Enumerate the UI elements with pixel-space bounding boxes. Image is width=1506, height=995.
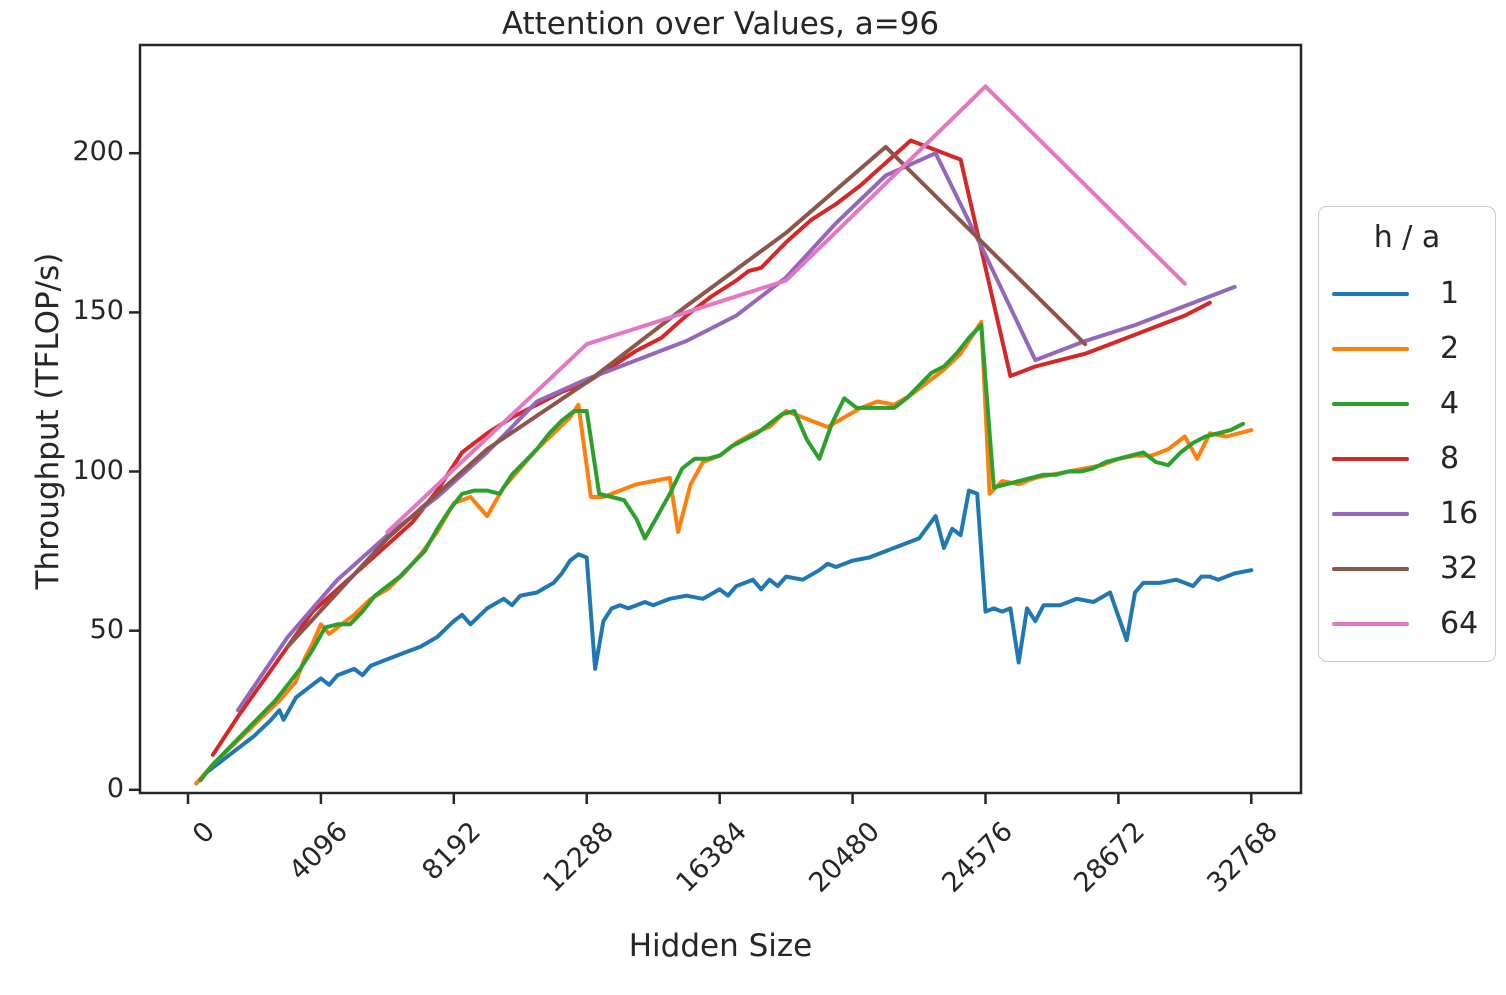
legend-line-sample [1332, 456, 1409, 461]
legend-line-sample [1332, 621, 1409, 626]
legend-entry-label: 8 [1440, 441, 1460, 476]
series-line-1 [194, 488, 1254, 786]
legend-entry-1: 1 [1319, 266, 1495, 321]
legend-entry-16: 16 [1319, 486, 1495, 541]
series-line-64 [385, 84, 1187, 534]
legend-entry-label: 2 [1440, 331, 1460, 366]
y-tick-label: 150 [72, 295, 124, 327]
series-line-16 [235, 151, 1237, 713]
legend-line-sample [1332, 401, 1409, 406]
legend-box: h / a 1 2 4 8 16 32 64 [1318, 206, 1496, 662]
legend-entry-label: 4 [1440, 386, 1460, 421]
legend-entry-label: 16 [1440, 496, 1479, 531]
y-tick-label: 200 [72, 136, 124, 168]
legend-line-sample [1332, 346, 1409, 351]
y-tick-label: 100 [72, 454, 124, 486]
legend-line-sample [1332, 511, 1409, 516]
legend-entry-label: 32 [1440, 551, 1479, 586]
legend-entry-2: 2 [1319, 321, 1495, 376]
legend-entry-4: 4 [1319, 376, 1495, 431]
legend-entry-32: 32 [1319, 541, 1495, 596]
legend-entries: 1 2 4 8 16 32 64 [1319, 266, 1495, 651]
y-tick-label: 50 [89, 613, 124, 645]
chart-title: Attention over Values, a=96 [501, 6, 940, 42]
legend-title: h / a [1373, 220, 1441, 255]
series-line-2 [194, 319, 1254, 786]
series-line-8 [210, 138, 1212, 757]
plot-frame [138, 43, 1303, 795]
legend-entry-label: 64 [1440, 606, 1479, 641]
y-axis-label: Throughput (TFLOP/s) [30, 252, 66, 590]
legend-entry-label: 1 [1440, 276, 1460, 311]
series-line-4 [198, 323, 1245, 783]
legend-line-sample [1332, 291, 1409, 296]
y-tick-label: 0 [106, 772, 124, 804]
series-line-32 [285, 144, 1088, 649]
legend-entry-8: 8 [1319, 431, 1495, 486]
legend-entry-64: 64 [1319, 596, 1495, 651]
x-axis-label: Hidden Size [628, 928, 813, 964]
legend-line-sample [1332, 566, 1409, 571]
